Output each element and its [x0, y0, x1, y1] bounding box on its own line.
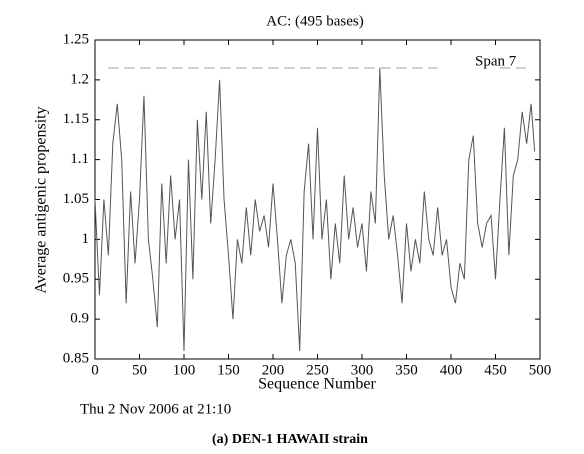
y-tick-label: 1.25	[63, 31, 89, 47]
y-tick-label: 1.1	[70, 151, 89, 167]
chart-title: AC: (495 bases)	[266, 13, 364, 29]
x-tick-label: 100	[173, 362, 196, 378]
data-line	[94, 67, 536, 352]
x-tick-label: 450	[484, 362, 507, 378]
caption: (a) DEN-1 HAWAII strain	[212, 432, 368, 447]
x-tick-label: 150	[217, 362, 240, 378]
x-tick-label: 50	[132, 362, 147, 378]
y-tick-label: 0.9	[70, 311, 89, 327]
x-tick-label: 500	[529, 362, 552, 378]
x-tick-label: 0	[91, 362, 99, 378]
x-tick-label: 200	[262, 362, 285, 378]
y-tick-label: 1.15	[63, 111, 89, 127]
x-tick-label: 250	[306, 362, 329, 378]
y-tick-label: 1.2	[70, 71, 89, 87]
y-axis-label: Average antigenic propensity	[33, 106, 50, 293]
x-tick-label: 300	[351, 362, 374, 378]
timestamp: Thu 2 Nov 2006 at 21:10	[80, 401, 231, 417]
y-tick-label: 0.95	[63, 271, 89, 287]
x-axis-label: Sequence Number	[258, 376, 376, 393]
y-tick-label: 0.85	[63, 350, 89, 366]
x-tick-label: 400	[440, 362, 463, 378]
annotation: Span 7	[475, 53, 517, 69]
y-tick-label: 1	[82, 231, 90, 247]
y-tick-label: 1.05	[63, 191, 89, 207]
x-tick-label: 350	[395, 362, 418, 378]
